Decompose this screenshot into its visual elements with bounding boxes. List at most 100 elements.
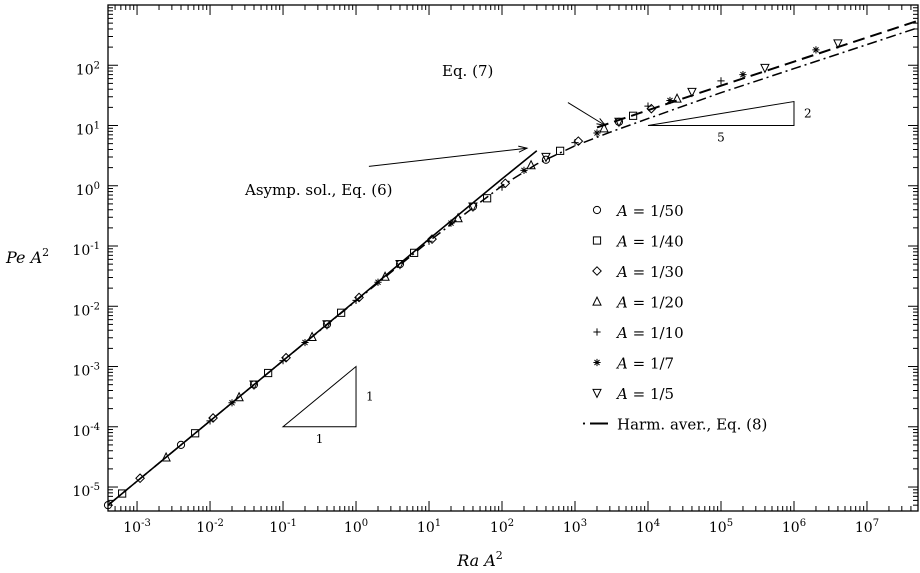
data-point-triangle-down xyxy=(614,117,624,128)
legend-label: A = 1/30 xyxy=(615,263,684,281)
data-point-triangle xyxy=(599,122,609,133)
axis-ticks xyxy=(107,4,919,512)
data-point-square xyxy=(629,111,638,120)
annotation-arrowhead xyxy=(518,145,529,153)
data-point-diamond xyxy=(208,413,218,423)
data-point-star xyxy=(666,96,674,105)
data-point-triangle-down xyxy=(249,380,259,391)
curve-dashdot xyxy=(107,26,919,506)
y-tick-label: 10-5 xyxy=(72,482,100,500)
data-point-diamond xyxy=(646,103,657,114)
data-point-star xyxy=(739,70,747,79)
x-tick-label: 103 xyxy=(563,518,587,536)
legend-line-dot xyxy=(582,422,586,425)
data-point-triangle-down xyxy=(541,152,551,163)
legend-marker-diamond xyxy=(592,266,602,276)
x-tick-label: 106 xyxy=(782,518,806,536)
data-point-triangle-down xyxy=(468,202,478,213)
data-point-circle xyxy=(541,155,551,164)
curve-dashed xyxy=(596,19,919,129)
legend-label: A = 1/10 xyxy=(615,324,684,342)
data-point-plus xyxy=(425,237,433,245)
y-tick-label: 10-1 xyxy=(72,241,100,259)
slope-rise-label: 2 xyxy=(804,107,812,121)
data-point-triangle xyxy=(307,331,317,342)
data-point-plus xyxy=(571,139,579,147)
data-point-triangle-down xyxy=(760,63,770,74)
data-point-square xyxy=(191,429,200,438)
data-point-square xyxy=(556,146,565,155)
data-point-triangle xyxy=(380,271,390,281)
data-point-triangle-down xyxy=(833,39,843,49)
data-point-plus xyxy=(352,296,360,305)
data-point-square xyxy=(410,248,419,257)
x-tick-label: 104 xyxy=(636,518,660,536)
y-tick-label: 102 xyxy=(76,60,100,78)
y-tick-label: 10-2 xyxy=(72,301,100,319)
data-point-triangle-down xyxy=(395,260,405,270)
annotations: Eq. (7) Asymp. sol., Eq. (6) 1 1 5 2 xyxy=(244,62,812,446)
data-point-triangle xyxy=(453,212,463,223)
data-point-triangle xyxy=(526,159,536,170)
annotation-arrowhead xyxy=(596,118,607,127)
legend-marker-square xyxy=(592,236,602,245)
annotation-label: Eq. (7) xyxy=(442,62,493,80)
data-point-circle xyxy=(176,440,186,450)
data-point-star xyxy=(520,166,528,174)
x-tick-label: 101 xyxy=(417,518,441,536)
legend-label: A = 1/7 xyxy=(615,355,674,373)
tick-labels: 10-3 10-2 10-1 100 101 102 103 104 105 106 107 10-5… xyxy=(72,60,879,536)
x-tick-label: 102 xyxy=(490,518,514,536)
data-point-square xyxy=(337,308,346,317)
data-point-diamond xyxy=(354,292,364,303)
y-tick-label: 10-3 xyxy=(72,362,100,380)
y-tick-label: 101 xyxy=(76,121,100,139)
data-point-triangle-down xyxy=(687,87,697,98)
data-point-star xyxy=(812,46,820,54)
x-tick-label: 10-1 xyxy=(269,518,297,536)
legend: A = 1/50 A = 1/40 A = 1/30 A = 1/20 A = 1/10… xyxy=(582,202,767,434)
y-tick-label: 100 xyxy=(76,181,100,199)
data-point-star xyxy=(301,338,309,347)
legend-label: A = 1/40 xyxy=(615,233,684,251)
annotation-label: Asymp. sol., Eq. (6) xyxy=(244,181,393,199)
data-point-plus xyxy=(206,417,214,425)
y-axis-label: Pe A2 xyxy=(5,246,49,267)
legend-marker-circle xyxy=(592,205,602,215)
data-point-star xyxy=(374,278,382,286)
x-axis-label-exponent: 2 xyxy=(496,549,503,562)
data-point-plus xyxy=(644,102,652,110)
slope-run-label: 5 xyxy=(717,131,725,145)
data-point-square xyxy=(483,194,492,203)
legend-label: A = 1/50 xyxy=(615,202,684,220)
annotation-arrow xyxy=(368,147,528,167)
legend-marker-triangle xyxy=(592,295,602,306)
slope-run-label: 1 xyxy=(316,432,324,446)
y-axis-label-text: Pe A xyxy=(5,248,42,267)
data-point-plus xyxy=(279,357,287,365)
data-point-diamond xyxy=(281,352,291,363)
data-point-triangle xyxy=(234,391,244,402)
data-point-triangle-down xyxy=(322,320,332,330)
y-tick-label: 10-4 xyxy=(72,422,100,440)
curves xyxy=(107,19,919,506)
x-tick-label: 10-3 xyxy=(123,518,151,536)
x-tick-label: 105 xyxy=(709,518,733,536)
legend-label: A = 1/20 xyxy=(615,294,684,312)
legend-marker-triangle-down xyxy=(592,388,602,399)
slope-triangle xyxy=(647,100,795,127)
y-axis-label-exponent: 2 xyxy=(42,246,49,259)
legend-marker-star xyxy=(593,358,601,367)
x-axis-label: Ra A2 xyxy=(456,549,503,570)
x-tick-label: 107 xyxy=(855,518,879,536)
data-point-star xyxy=(447,219,455,227)
slope-triangle xyxy=(281,365,357,428)
data-point-diamond xyxy=(573,136,584,147)
data-point-star xyxy=(228,399,236,407)
x-tick-label: 10-2 xyxy=(196,518,224,536)
x-tick-label: 100 xyxy=(344,518,368,536)
legend-label: Harm. aver., Eq. (8) xyxy=(617,416,767,434)
data-point-triangle xyxy=(161,451,171,462)
data-point-square xyxy=(118,489,127,498)
